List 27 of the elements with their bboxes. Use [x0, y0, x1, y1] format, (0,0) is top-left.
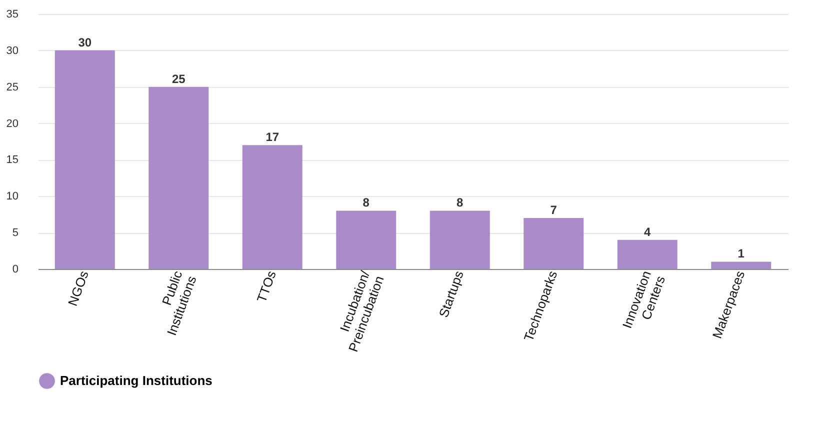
bar [54, 50, 115, 269]
data-label: 8 [456, 196, 464, 210]
bar [430, 210, 490, 269]
y-tick-label: 15 [6, 154, 18, 166]
bar [617, 240, 678, 269]
bar [524, 218, 584, 269]
data-label: 1 [738, 246, 745, 261]
data-label: 7 [550, 203, 558, 217]
data-label: 30 [78, 35, 92, 50]
y-tick-label: 25 [6, 81, 18, 94]
bar [148, 86, 209, 269]
data-label: 17 [266, 130, 280, 144]
data-label: 4 [644, 224, 652, 239]
y-tick-label: 20 [6, 118, 18, 130]
bar [242, 145, 302, 269]
y-tick-label: 5 [12, 227, 18, 240]
x-tick-label: TTOs [254, 268, 280, 304]
legend-label: Participating Institutions [60, 373, 212, 388]
data-label: 8 [362, 196, 370, 210]
y-tick-label: 0 [12, 264, 18, 276]
x-tick-label: NGOs [65, 268, 92, 308]
bar [711, 262, 772, 269]
data-label: 25 [172, 72, 186, 86]
y-tick-label: 10 [6, 190, 18, 203]
y-tick-label: 35 [6, 8, 18, 20]
bar [336, 210, 396, 269]
y-tick-label: 30 [6, 44, 18, 57]
